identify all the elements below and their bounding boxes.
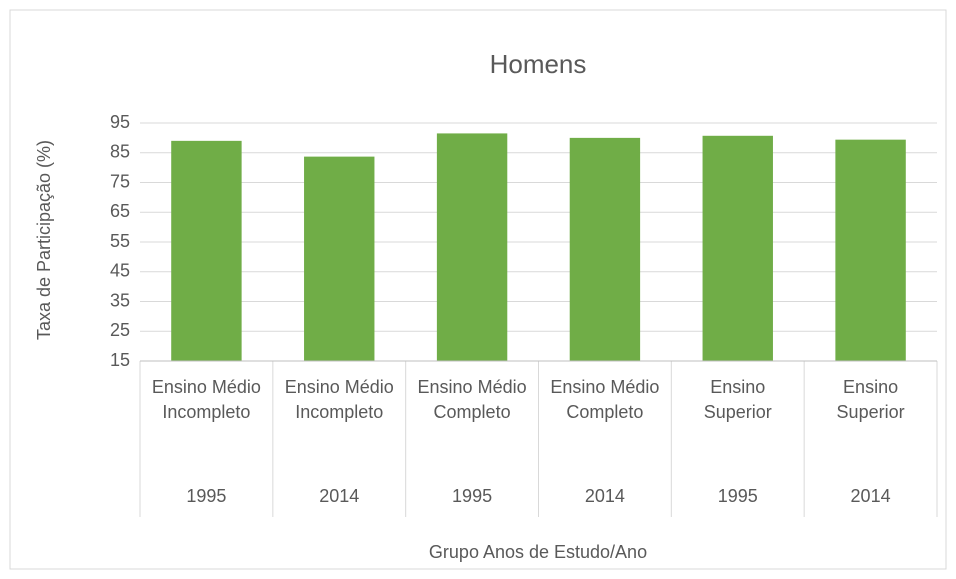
x-tick-label: Ensino Superior — [703, 377, 772, 422]
y-tick-label: 35 — [110, 290, 130, 310]
year-label: 1995 — [186, 486, 226, 506]
bar — [171, 140, 242, 361]
year-label: 2014 — [585, 486, 625, 506]
x-tick-label: Ensino Médio Completo — [550, 377, 660, 422]
year-label: 2014 — [319, 486, 359, 506]
y-axis-label: Taxa de Participação (%) — [34, 140, 54, 340]
y-tick-label: 55 — [110, 231, 130, 251]
y-tick-label: 15 — [110, 350, 130, 370]
bar — [436, 133, 508, 361]
year-label: 1995 — [718, 486, 758, 506]
bar — [835, 139, 906, 361]
chart-title: Homens — [490, 49, 587, 79]
year-label: 2014 — [851, 486, 891, 506]
x-tick-label: Ensino Superior — [836, 377, 905, 422]
year-label: 1995 — [452, 486, 492, 506]
y-tick-label: 65 — [110, 201, 130, 221]
bar — [304, 156, 375, 361]
y-tick-label: 85 — [110, 142, 130, 162]
y-tick-label: 75 — [110, 171, 130, 191]
x-tick-label: Ensino Médio Incompleto — [151, 377, 261, 422]
y-tick-label: 95 — [110, 112, 130, 132]
x-tick-label: Ensino Médio Completo — [417, 377, 527, 422]
x-axis-label: Grupo Anos de Estudo/Ano — [429, 542, 647, 562]
x-tick-label: Ensino Médio Incompleto — [284, 377, 394, 422]
bar — [702, 135, 773, 361]
bar — [569, 137, 641, 361]
y-tick-label: 45 — [110, 261, 130, 281]
y-tick-label: 25 — [110, 320, 130, 340]
